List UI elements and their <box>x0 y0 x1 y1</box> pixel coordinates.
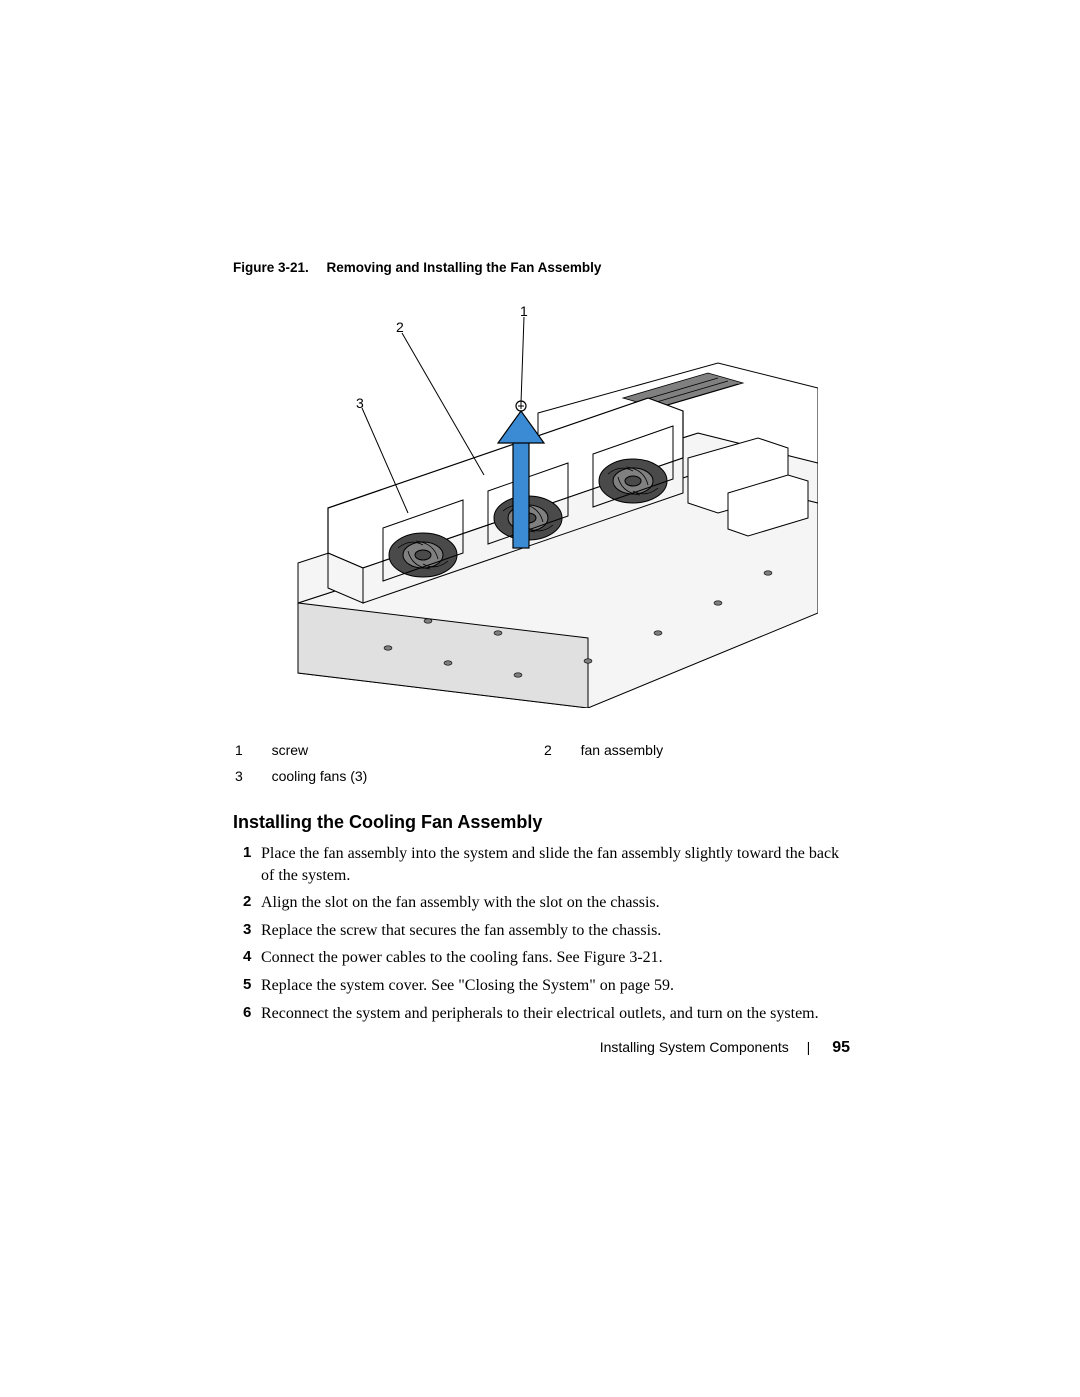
footer-divider: | <box>807 1039 811 1055</box>
legend-num-1: 1 <box>235 738 270 762</box>
procedure-steps: 1Place the fan assembly into the system … <box>233 843 853 1024</box>
callout-1: 1 <box>520 303 528 319</box>
legend-num-3: 3 <box>235 764 270 788</box>
figure-legend: 1 screw 2 fan assembly 3 cooling fans (3… <box>233 736 853 790</box>
legend-label-1: screw <box>272 738 542 762</box>
step-text: Reconnect the system and peripherals to … <box>261 1003 853 1025</box>
legend-num-2: 2 <box>544 738 579 762</box>
step-text: Place the fan assembly into the system a… <box>261 843 853 886</box>
figure-title: Removing and Installing the Fan Assembly <box>327 260 602 275</box>
step-num: 6 <box>233 1003 261 1025</box>
legend-label-3: cooling fans (3) <box>272 764 542 788</box>
page-footer: Installing System Components | 95 <box>600 1039 850 1057</box>
section-heading: Installing the Cooling Fan Assembly <box>233 812 853 833</box>
legend-label-2: fan assembly <box>581 738 851 762</box>
step-text: Align the slot on the fan assembly with … <box>261 892 853 914</box>
page-content: Figure 3-21. Removing and Installing the… <box>233 260 853 1030</box>
footer-section-title: Installing System Components <box>600 1039 789 1055</box>
step-num: 1 <box>233 843 261 886</box>
callout-2: 2 <box>396 319 404 335</box>
manual-page: Figure 3-21. Removing and Installing the… <box>0 0 1080 1397</box>
step-num: 5 <box>233 975 261 997</box>
figure-caption: Figure 3-21. Removing and Installing the… <box>233 260 853 275</box>
figure-number: Figure 3-21. <box>233 260 309 275</box>
step-num: 2 <box>233 892 261 914</box>
step-text: Replace the screw that secures the fan a… <box>261 920 853 942</box>
footer-page-number: 95 <box>832 1039 850 1056</box>
step-text: Replace the system cover. See "Closing t… <box>261 975 853 997</box>
step-num: 3 <box>233 920 261 942</box>
figure-illustration: 1 2 3 <box>288 303 818 708</box>
callout-3: 3 <box>356 395 364 411</box>
fan-assembly-diagram <box>288 303 818 708</box>
step-num: 4 <box>233 947 261 969</box>
step-text: Connect the power cables to the cooling … <box>261 947 853 969</box>
